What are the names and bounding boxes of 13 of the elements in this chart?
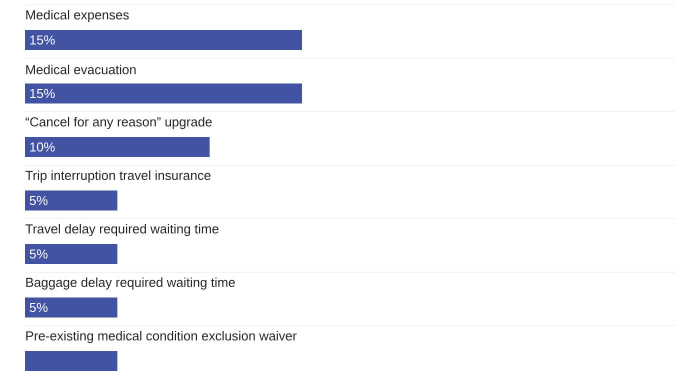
data-label: 15% [30, 35, 55, 45]
y-tick-label: Medical evacuation [26, 64, 136, 74]
y-tick-label: Pre-existing medical condition exclusion waiver [26, 330, 297, 344]
y-tick-label: Travel delay required waiting time [25, 224, 218, 236]
data-label: 5% [30, 249, 48, 259]
data-label: 5% [30, 196, 48, 206]
y-tick-label: “Cancel for any reason” upgrade [26, 116, 212, 130]
y-tick-label: Medical expenses [26, 10, 129, 22]
y-tick-label: Trip interruption travel insurance [25, 170, 211, 183]
data-label: 15% [30, 88, 55, 98]
data-label: 10% [30, 142, 55, 152]
y-tick-label: Baggage delay required waiting time [26, 277, 235, 290]
data-label: 5% [30, 302, 48, 312]
